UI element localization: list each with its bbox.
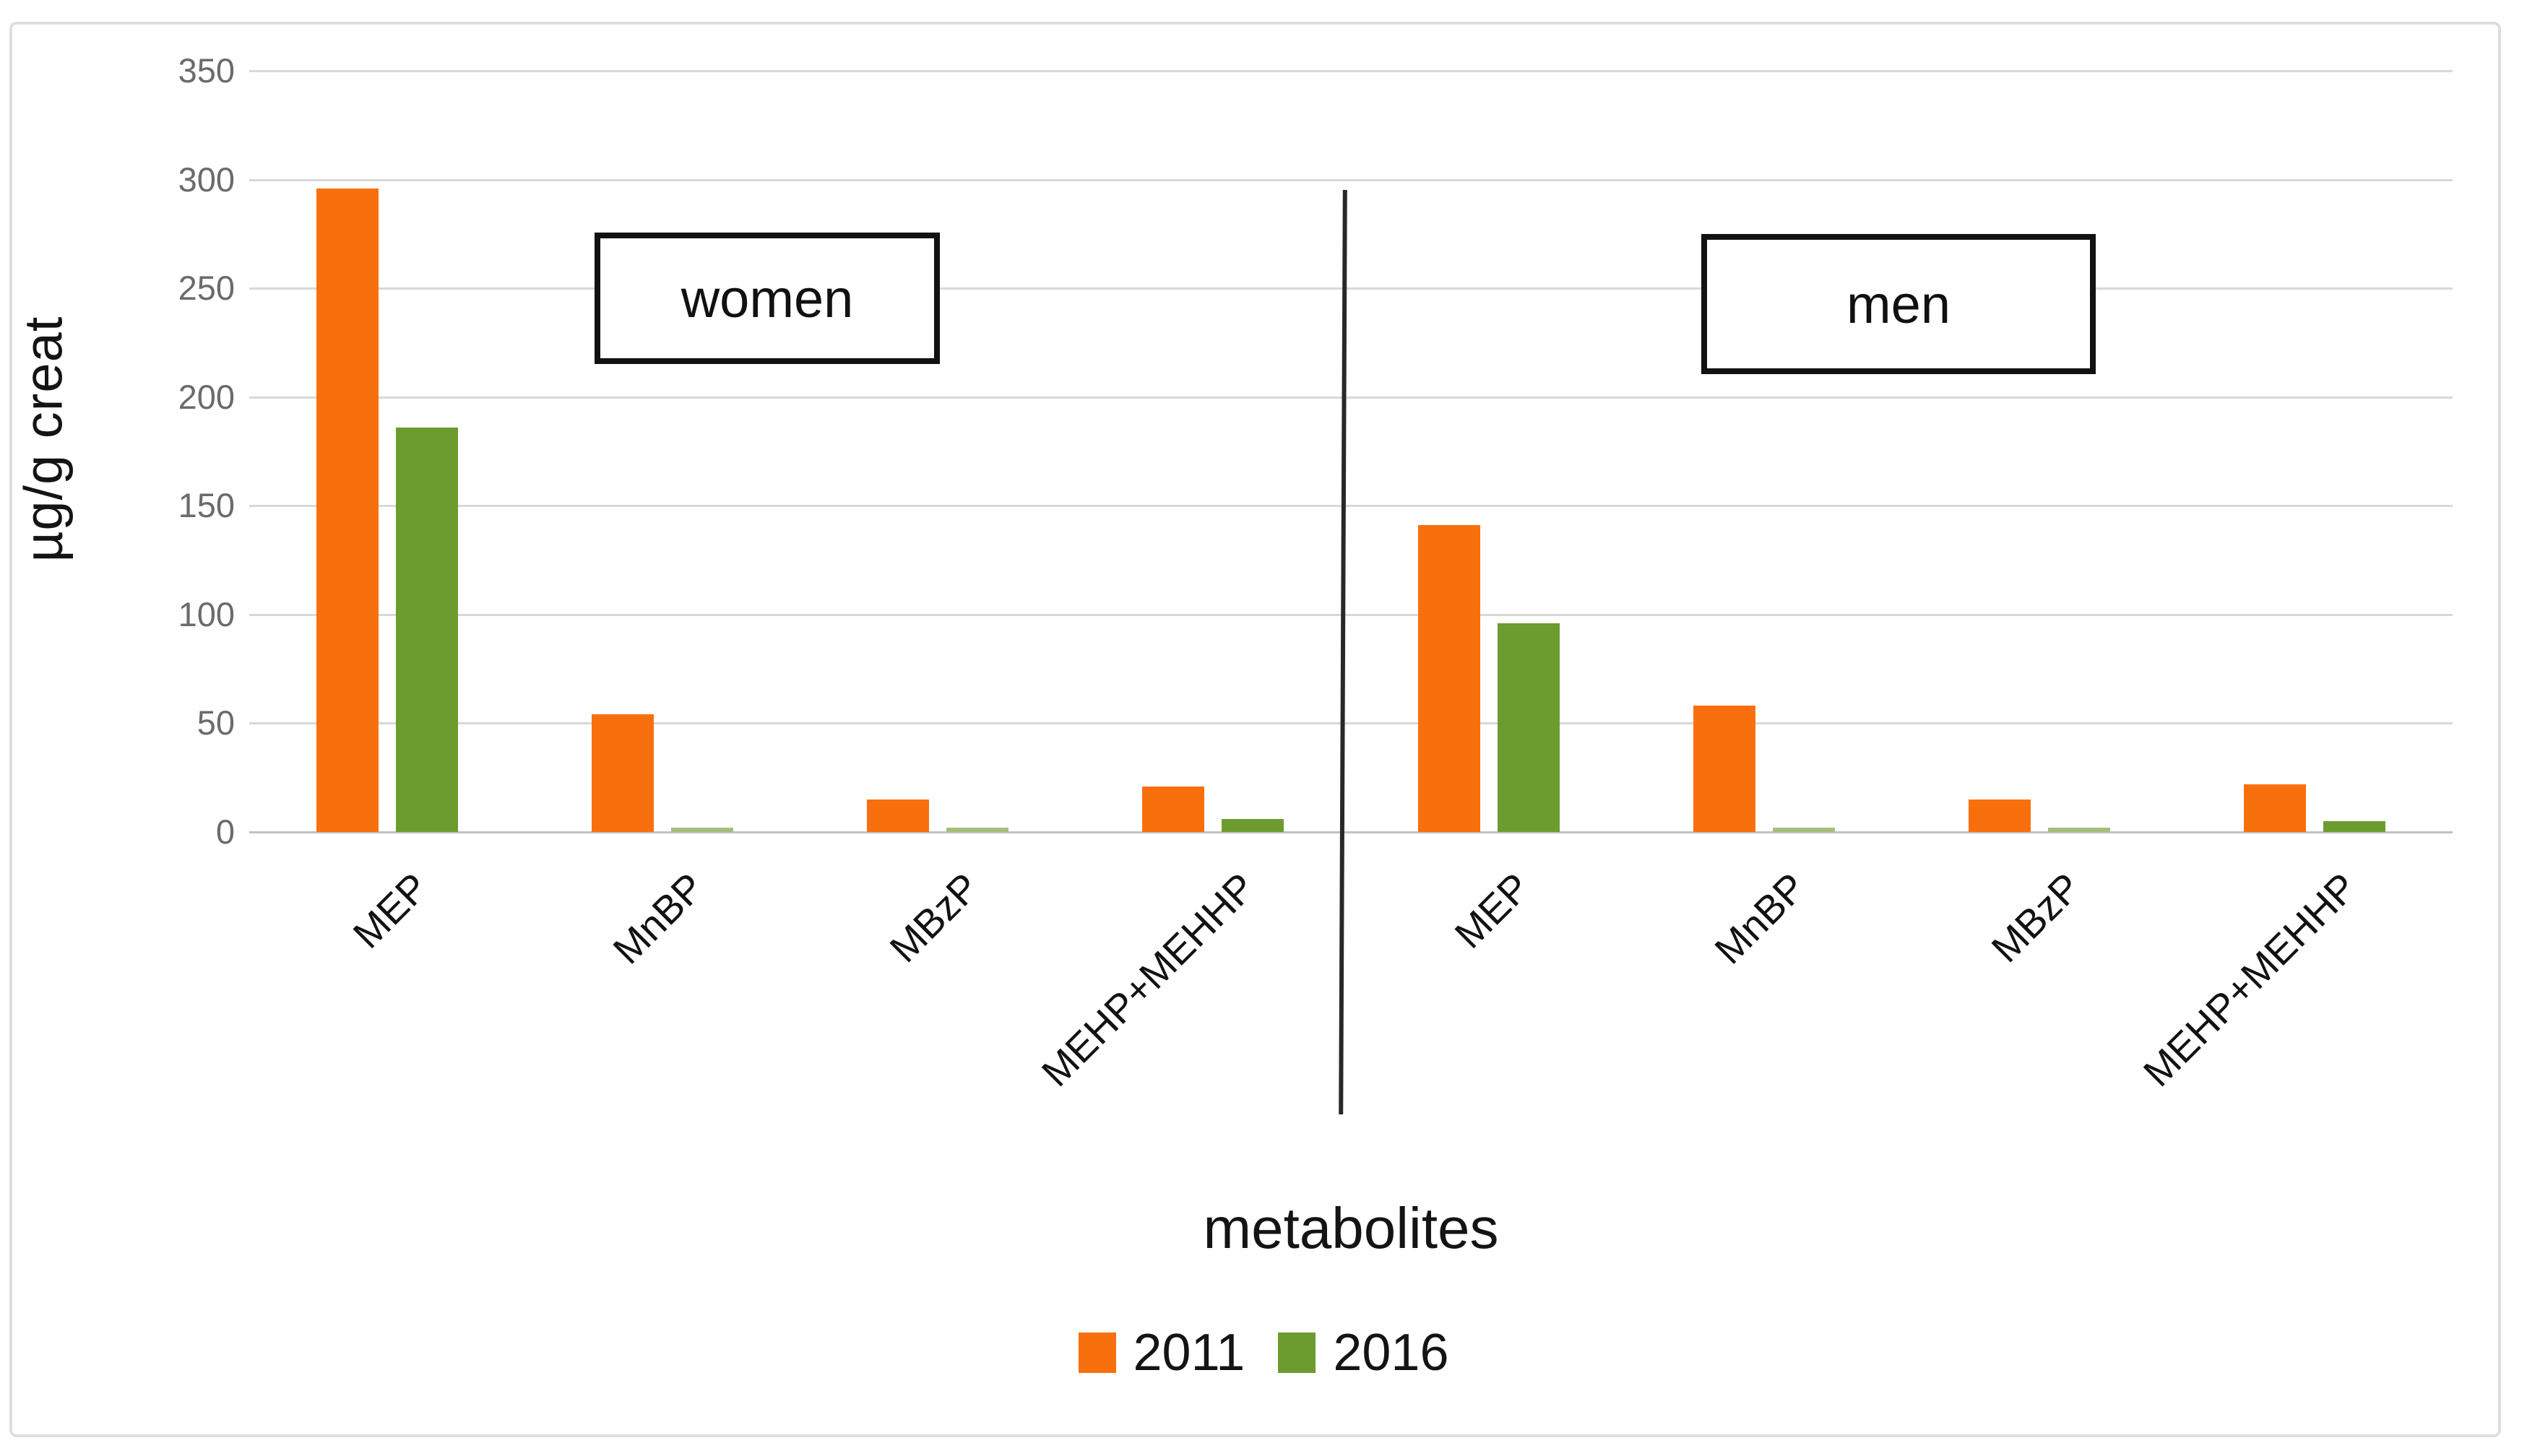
y-tick-label-100: 100 xyxy=(178,594,235,633)
legend-label-2016: 2016 xyxy=(1333,1324,1449,1382)
x-axis-title: metabolites xyxy=(1203,1196,1499,1260)
y-tick-label-200: 200 xyxy=(178,377,235,416)
bar-women-MBzP-2016 xyxy=(946,828,1009,832)
gridline-200 xyxy=(249,396,2453,399)
bar-men-MBzP-2016 xyxy=(2048,828,2111,832)
bar-men-MEP-2016 xyxy=(1497,623,1560,832)
gridline-250 xyxy=(249,287,2453,290)
gridline-50 xyxy=(249,722,2453,725)
panel-label-men: men xyxy=(1701,234,2096,374)
bar-women-MnBP-2011 xyxy=(591,714,654,832)
bar-men-MEHP+MEHHP-2011 xyxy=(2244,784,2307,832)
bar-women-MEP-2016 xyxy=(395,428,458,832)
bar-women-MnBP-2016 xyxy=(670,828,733,832)
panel-label-men-text: men xyxy=(1846,274,1951,334)
y-tick-label-300: 300 xyxy=(178,160,235,199)
bar-men-MBzP-2011 xyxy=(1969,800,2031,832)
legend: 2011 2016 xyxy=(0,1323,2527,1382)
legend-item-2011: 2011 xyxy=(1078,1323,1245,1382)
gridline-0 xyxy=(249,831,2453,833)
y-tick-label-0: 0 xyxy=(215,812,235,851)
legend-swatch-2016 xyxy=(1278,1332,1316,1373)
bar-men-MEHP+MEHHP-2016 xyxy=(2323,821,2386,832)
gridline-350 xyxy=(249,70,2453,72)
bar-men-MnBP-2011 xyxy=(1693,706,1755,832)
gridline-150 xyxy=(249,505,2453,508)
legend-item-2016: 2016 xyxy=(1278,1323,1449,1382)
y-tick-label-350: 350 xyxy=(178,51,235,90)
legend-swatch-2011 xyxy=(1078,1332,1116,1373)
y-tick-label-250: 250 xyxy=(178,269,235,308)
y-tick-label-50: 50 xyxy=(196,703,235,742)
gridline-300 xyxy=(249,178,2453,181)
figure-border xyxy=(9,22,2501,1437)
panel-label-women: women xyxy=(595,233,940,364)
bar-women-MEP-2011 xyxy=(316,188,379,832)
legend-label-2011: 2011 xyxy=(1133,1324,1245,1382)
bar-men-MEP-2011 xyxy=(1417,525,1480,832)
bar-women-MEHP+MEHHP-2011 xyxy=(1142,786,1205,832)
y-tick-label-150: 150 xyxy=(178,486,235,525)
bar-men-MnBP-2016 xyxy=(1772,828,1835,832)
panel-label-women-text: women xyxy=(681,268,854,329)
bar-women-MEHP+MEHHP-2016 xyxy=(1222,819,1284,832)
gridline-100 xyxy=(249,613,2453,616)
y-axis-title-text: µg/g creat xyxy=(13,316,74,563)
bar-women-MBzP-2011 xyxy=(867,800,930,832)
